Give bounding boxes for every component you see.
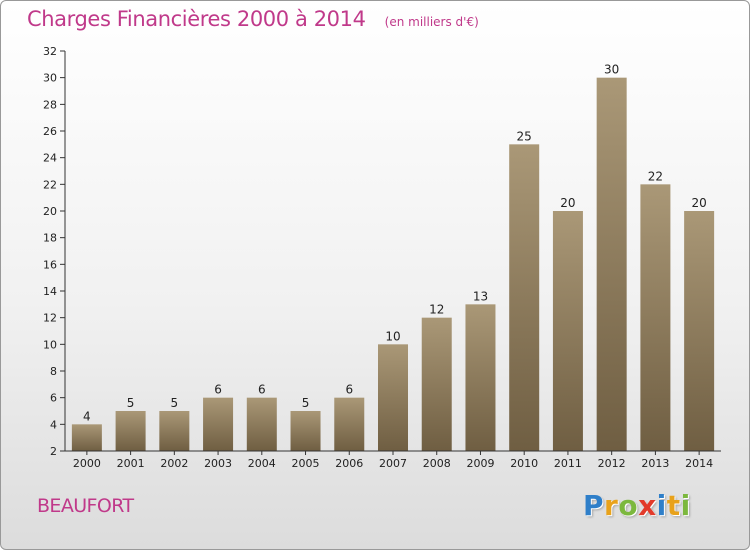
- bar: [640, 184, 671, 452]
- bar-value-label: 6: [258, 383, 266, 397]
- y-tick-label: 4: [50, 418, 57, 431]
- y-tick-label: 26: [43, 125, 57, 138]
- bar: [596, 77, 627, 452]
- x-tick-label: 2002: [160, 457, 188, 470]
- y-tick-label: 14: [43, 285, 57, 298]
- bar: [509, 144, 540, 452]
- y-tick-label: 10: [43, 338, 57, 351]
- y-tick-label: 30: [43, 72, 57, 85]
- bar-value-label: 20: [560, 196, 575, 210]
- x-tick-label: 2010: [510, 457, 538, 470]
- x-tick-label: 2012: [598, 457, 626, 470]
- bar-value-label: 12: [429, 303, 444, 317]
- proxiti-logo[interactable]: Proxiti: [583, 489, 691, 522]
- bar: [115, 411, 146, 451]
- bar-value-label: 20: [691, 196, 706, 210]
- bar-value-label: 13: [473, 289, 488, 303]
- y-tick-label: 16: [43, 258, 57, 271]
- bar-value-label: 5: [127, 396, 135, 410]
- x-tick-label: 2005: [292, 457, 320, 470]
- bar: [684, 211, 715, 451]
- x-tick-label: 2006: [335, 457, 363, 470]
- bar: [203, 397, 234, 451]
- bar-value-label: 22: [648, 169, 663, 183]
- commune-name: BEAUFORT: [37, 495, 134, 517]
- y-tick-label: 22: [43, 178, 57, 191]
- chart-subtitle: (en milliers d'€): [384, 15, 479, 29]
- y-tick-label: 6: [50, 392, 57, 405]
- bar: [552, 211, 583, 451]
- y-tick-label: 28: [43, 98, 57, 111]
- logo-letter: i: [656, 489, 667, 522]
- x-tick-label: 2001: [117, 457, 145, 470]
- logo-letter: x: [638, 489, 657, 522]
- x-tick-label: 2007: [379, 457, 407, 470]
- x-tick-label: 2000: [73, 457, 101, 470]
- y-tick-label: 32: [43, 45, 57, 58]
- bar: [378, 344, 408, 451]
- bar: [246, 397, 277, 451]
- x-tick-label: 2009: [466, 457, 494, 470]
- y-tick-label: 20: [43, 205, 57, 218]
- chart-title: Charges Financières 2000 à 2014: [27, 7, 366, 31]
- bar: [159, 411, 190, 451]
- bar-value-label: 5: [302, 396, 310, 410]
- y-tick-label: 18: [43, 232, 57, 245]
- bar: [421, 317, 452, 451]
- x-tick-label: 2013: [641, 457, 669, 470]
- logo-letter: r: [604, 489, 619, 522]
- logo-letter: P: [583, 489, 605, 522]
- bar-value-label: 30: [604, 63, 619, 77]
- bar-value-label: 6: [345, 383, 353, 397]
- x-tick-label: 2003: [204, 457, 232, 470]
- y-tick-label: 2: [50, 445, 57, 458]
- y-tick-label: 8: [50, 365, 57, 378]
- bar-value-label: 5: [171, 396, 179, 410]
- logo-letter: o: [618, 489, 639, 522]
- bar-value-label: 4: [83, 409, 91, 423]
- chart-header: Charges Financières 2000 à 2014 (en mill…: [27, 7, 479, 31]
- logo-letter: i: [680, 489, 691, 522]
- bar-value-label: 6: [214, 383, 222, 397]
- bar: [71, 424, 102, 451]
- y-tick-label: 12: [43, 312, 57, 325]
- bar-value-label: 25: [517, 129, 532, 143]
- x-tick-label: 2004: [248, 457, 276, 470]
- bar: [290, 411, 321, 451]
- bar: [465, 304, 496, 451]
- y-tick-label: 24: [43, 152, 57, 165]
- logo-letter: t: [666, 489, 681, 522]
- bar-value-label: 10: [385, 329, 400, 343]
- x-tick-label: 2008: [423, 457, 451, 470]
- bar: [334, 397, 365, 451]
- x-tick-label: 2014: [685, 457, 713, 470]
- x-tick-label: 2011: [554, 457, 582, 470]
